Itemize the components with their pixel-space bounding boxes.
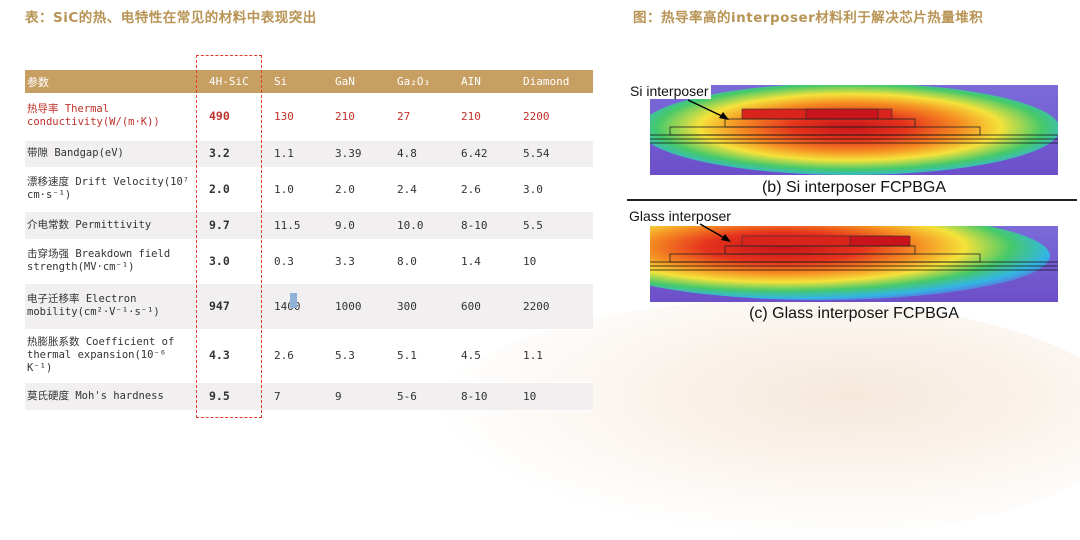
cell-si: 1.0	[272, 167, 333, 212]
header-4h-sic: 4H-SiC	[195, 70, 272, 93]
cell-ain: 210	[459, 93, 521, 141]
table-row: 介电常数 Permittivity 9.7 11.5 9.0 10.0 8-10…	[25, 211, 593, 240]
cell-ga2o3: 10.0	[395, 211, 459, 240]
header-gan: GaN	[333, 70, 395, 93]
cell-gan: 3.3	[333, 239, 395, 284]
cell-ga2o3: 5-6	[395, 382, 459, 411]
table-row: 热导率 Thermal conductivity(W/(m·K)) 490 13…	[25, 93, 593, 141]
table-row: 带隙 Bandgap(eV) 3.2 1.1 3.39 4.8 6.42 5.5…	[25, 140, 593, 168]
cell-4h-sic: 3.0	[195, 239, 272, 284]
panel-divider	[627, 199, 1077, 201]
cell-4h-sic: 9.5	[195, 382, 272, 411]
cell-si: 2.6	[272, 329, 333, 383]
cell-ga2o3: 4.8	[395, 140, 459, 168]
cell-ain: 8-10	[459, 211, 521, 240]
cell-diamond: 10	[521, 382, 593, 411]
header-ain: AIN	[459, 70, 521, 93]
cell-ga2o3: 2.4	[395, 167, 459, 212]
si-interposer-callout: Si interposer	[628, 83, 711, 99]
panel-c-caption: (c) Glass interposer FCPBGA	[749, 305, 959, 322]
cell-gan: 3.39	[333, 140, 395, 168]
row-param: 带隙 Bandgap(eV)	[25, 140, 195, 168]
panel-b-caption: (b) Si interposer FCPBGA	[761, 179, 947, 196]
cell-ain: 2.6	[459, 167, 521, 212]
cell-diamond: 5.54	[521, 140, 593, 168]
cell-gan: 2.0	[333, 167, 395, 212]
table-header-row: 参数 4H-SiC Si GaN Ga₂O₃ AIN Diamond	[25, 70, 593, 93]
cell-gan: 210	[333, 93, 395, 141]
row-param: 热膨胀系数 Coefficient of thermal expansion(1…	[25, 329, 195, 383]
cell-4h-sic: 9.7	[195, 211, 272, 240]
cell-4h-sic: 3.2	[195, 140, 272, 168]
row-param: 介电常数 Permittivity	[25, 211, 195, 240]
glass-interposer-thermal-map	[650, 226, 1058, 302]
cell-gan: 9.0	[333, 211, 395, 240]
header-diamond: Diamond	[521, 70, 593, 93]
cell-si: 1400	[272, 283, 333, 330]
cell-diamond: 2200	[521, 283, 593, 330]
cell-diamond: 1.1	[521, 329, 593, 383]
cell-ain: 8-10	[459, 382, 521, 411]
si-interposer-thermal-map	[650, 85, 1058, 175]
cell-4h-sic: 490	[195, 93, 272, 141]
cell-ga2o3: 5.1	[395, 329, 459, 383]
cell-si: 0.3	[272, 239, 333, 284]
cell-gan: 5.3	[333, 329, 395, 383]
cell-si: 1.1	[272, 140, 333, 168]
header-param: 参数	[25, 70, 195, 93]
cell-ain: 1.4	[459, 239, 521, 284]
cell-si: 11.5	[272, 211, 333, 240]
row-param: 电子迁移率 Electron mobility(cm²·V⁻¹·s⁻¹)	[25, 283, 195, 330]
cell-diamond: 2200	[521, 93, 593, 141]
cell-ga2o3: 27	[395, 93, 459, 141]
glass-interposer-callout: Glass interposer	[627, 208, 733, 224]
cell-diamond: 10	[521, 239, 593, 284]
cell-gan: 9	[333, 382, 395, 411]
table-row: 漂移速度 Drift Velocity(10⁷ cm·s⁻¹) 2.0 1.0 …	[25, 167, 593, 212]
material-properties-table: 参数 4H-SiC Si GaN Ga₂O₃ AIN Diamond 热导率 T…	[25, 70, 593, 411]
cell-ga2o3: 8.0	[395, 239, 459, 284]
cell-4h-sic: 2.0	[195, 167, 272, 212]
cell-diamond: 3.0	[521, 167, 593, 212]
table-title: 表：SiC的热、电特性在常见的材料中表现突出	[25, 10, 317, 26]
cell-4h-sic: 947	[195, 283, 272, 330]
cell-diamond: 5.5	[521, 211, 593, 240]
cell-si: 130	[272, 93, 333, 141]
cell-ain: 6.42	[459, 140, 521, 168]
table-row: 电子迁移率 Electron mobility(cm²·V⁻¹·s⁻¹) 947…	[25, 283, 593, 330]
cell-ga2o3: 300	[395, 283, 459, 330]
header-si: Si	[272, 70, 333, 93]
cell-si: 7	[272, 382, 333, 411]
cell-ain: 4.5	[459, 329, 521, 383]
table-row: 击穿场强 Breakdown field strength(MV·cm⁻¹) 3…	[25, 239, 593, 284]
cell-gan: 1000	[333, 283, 395, 330]
figure-title: 图：热导率高的interposer材料利于解决芯片热量堆积	[633, 10, 984, 26]
row-param: 漂移速度 Drift Velocity(10⁷ cm·s⁻¹)	[25, 167, 195, 212]
table-row: 莫氏硬度 Moh's hardness 9.5 7 9 5-6 8-10 10	[25, 382, 593, 411]
row-param: 莫氏硬度 Moh's hardness	[25, 382, 195, 411]
cell-4h-sic: 4.3	[195, 329, 272, 383]
row-param: 击穿场强 Breakdown field strength(MV·cm⁻¹)	[25, 239, 195, 284]
table-row: 热膨胀系数 Coefficient of thermal expansion(1…	[25, 329, 593, 383]
cell-ain: 600	[459, 283, 521, 330]
row-param: 热导率 Thermal conductivity(W/(m·K))	[25, 93, 195, 141]
header-ga2o3: Ga₂O₃	[395, 70, 459, 93]
